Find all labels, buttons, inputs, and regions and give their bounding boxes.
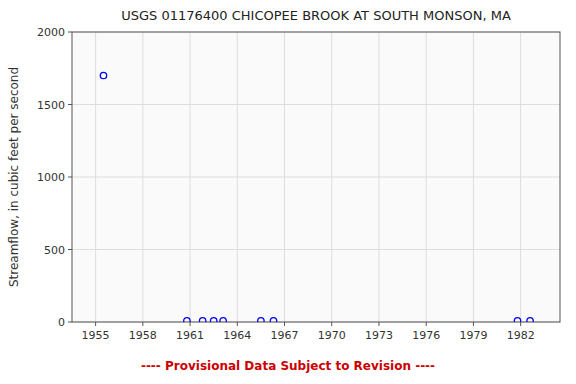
x-tick-label: 1967	[271, 329, 299, 342]
y-tick-label: 0	[58, 316, 65, 329]
x-tick-label: 1958	[129, 329, 157, 342]
y-grid-line	[72, 249, 560, 250]
x-tick	[95, 322, 96, 326]
x-tick	[331, 322, 332, 326]
scatter-point	[527, 318, 533, 322]
x-tick	[284, 322, 285, 326]
scatter-point	[220, 318, 226, 322]
y-axis-label: Streamflow, in cubic feet per second	[7, 67, 21, 287]
chart-svg: 1955 1958 1961 1964 1967 1970 1973 1976 1979 1982…	[0, 0, 576, 384]
x-tick	[190, 322, 191, 326]
x-tick	[142, 322, 143, 326]
x-tick-label: 1955	[82, 329, 110, 342]
scatter-point	[258, 318, 264, 322]
scatter-point	[199, 318, 205, 322]
x-tick	[520, 322, 521, 326]
scatter-point	[514, 318, 520, 322]
y-grid-line	[72, 104, 560, 105]
plot-background	[72, 32, 560, 322]
scatter-point	[100, 72, 106, 78]
y-tick-label: 2000	[37, 26, 65, 39]
y-tick-label: 500	[44, 244, 65, 257]
scatter-point	[270, 318, 276, 322]
points	[100, 72, 533, 322]
x-tick-label: 1973	[365, 329, 393, 342]
y-tick	[68, 104, 72, 105]
y-grid-line	[72, 177, 560, 178]
scatter-point	[184, 318, 190, 322]
x-tick-label: 1964	[223, 329, 251, 342]
x-tick-label: 1979	[459, 329, 487, 342]
y-tick-label: 1000	[37, 171, 65, 184]
chart-container: 1955 1958 1961 1964 1967 1970 1973 1976 1979 1982…	[0, 0, 576, 384]
y-tick	[68, 322, 72, 323]
y-tick-label: 1500	[37, 99, 65, 112]
x-tick	[237, 322, 238, 326]
y-tick	[68, 249, 72, 250]
y-tick	[68, 32, 72, 33]
x-tick-label: 1976	[412, 329, 440, 342]
y-tick	[68, 177, 72, 178]
axes: 1955 1958 1961 1964 1967 1970 1973 1976 1979 1982…	[37, 26, 535, 342]
scatter-point	[210, 318, 216, 322]
plot-frame	[72, 32, 560, 322]
x-tick-label: 1961	[176, 329, 204, 342]
x-tick	[378, 322, 379, 326]
footnote: ---- Provisional Data Subject to Revisio…	[141, 359, 435, 373]
grid	[72, 32, 560, 322]
x-tick	[426, 322, 427, 326]
chart-title: USGS 01176400 CHICOPEE BROOK AT SOUTH MO…	[121, 8, 511, 23]
x-tick-label: 1982	[507, 329, 535, 342]
x-tick-label: 1970	[318, 329, 346, 342]
x-tick	[473, 322, 474, 326]
